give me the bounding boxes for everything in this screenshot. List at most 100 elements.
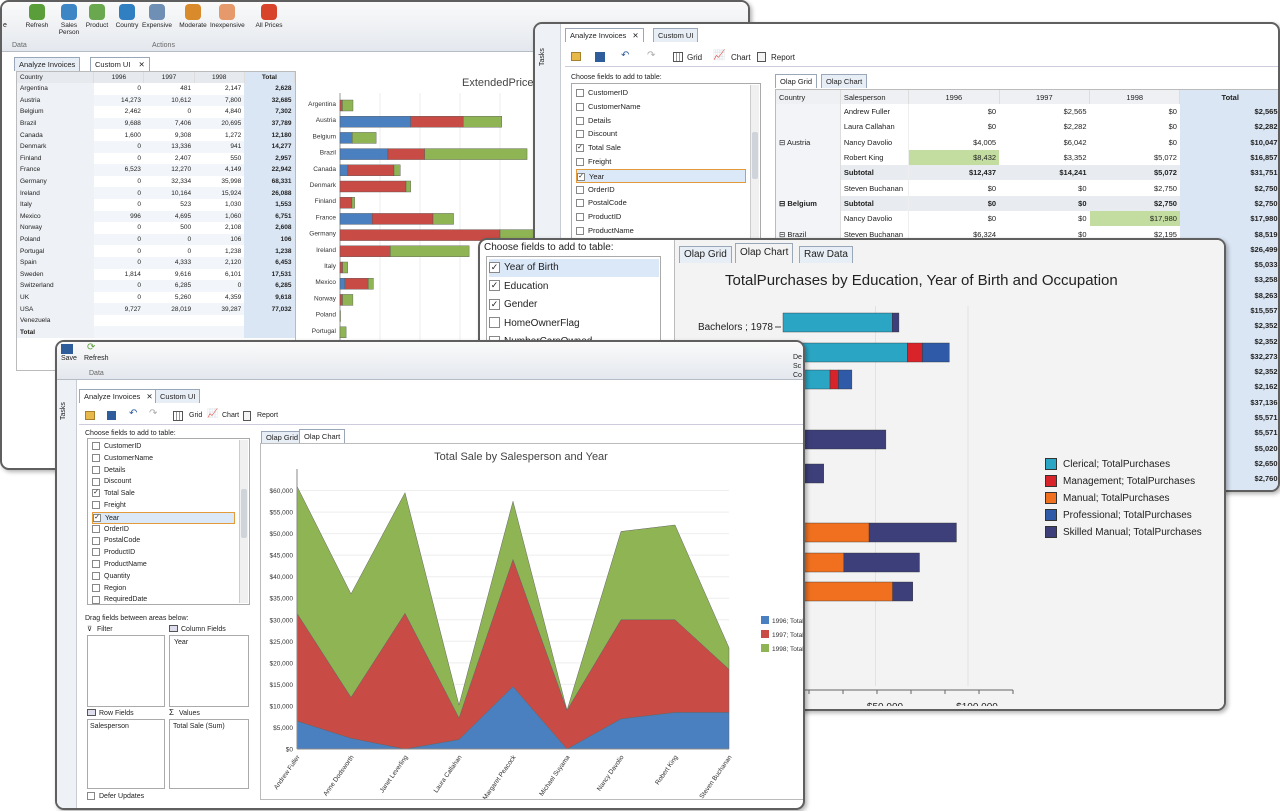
field-checkbox[interactable]: ✓ bbox=[489, 298, 500, 310]
field-item[interactable]: ProductName bbox=[92, 559, 235, 571]
field-checkbox[interactable] bbox=[92, 477, 100, 486]
field-item[interactable]: RequiredDate bbox=[92, 594, 235, 604]
refresh-icon[interactable]: ⟳ bbox=[87, 342, 96, 353]
field-checkbox[interactable]: ✓ bbox=[489, 261, 500, 273]
report-button[interactable]: Report bbox=[771, 53, 796, 62]
values-field[interactable]: Total Sale (Sum) bbox=[173, 723, 225, 730]
chart-icon[interactable]: 📈 bbox=[207, 408, 219, 418]
field-checkbox[interactable] bbox=[489, 317, 500, 329]
scrollbar[interactable] bbox=[239, 440, 248, 603]
scrollbar[interactable] bbox=[750, 85, 759, 241]
field-checkbox[interactable] bbox=[92, 595, 100, 604]
filter-area[interactable]: ⊽ Filter bbox=[87, 625, 165, 715]
field-item[interactable]: Quantity bbox=[92, 571, 235, 583]
field-item[interactable]: CustomerID bbox=[576, 86, 746, 100]
field-checkbox[interactable]: ✓ bbox=[92, 489, 100, 498]
field-item[interactable]: Details bbox=[576, 114, 746, 128]
field-checkbox[interactable] bbox=[92, 571, 100, 580]
field-item[interactable]: PostalCode bbox=[92, 535, 235, 547]
field-item[interactable]: NumberCarsOwned bbox=[489, 333, 659, 341]
tab-analyze-invoices[interactable]: Analyze Invoices ✕ bbox=[79, 389, 158, 403]
tab-custom-ui[interactable]: Custom UI bbox=[155, 389, 201, 403]
field-item[interactable]: CustomerName bbox=[576, 100, 746, 114]
grid-icon[interactable] bbox=[673, 52, 683, 62]
scrollbar-thumb[interactable] bbox=[241, 488, 247, 538]
redo-icon[interactable]: ↷ bbox=[149, 408, 158, 419]
field-item[interactable]: Details bbox=[92, 465, 235, 477]
ribbon-button-all-prices[interactable]: All Prices bbox=[252, 4, 286, 29]
chart-button[interactable]: Chart bbox=[731, 53, 751, 62]
subtab-olap-chart[interactable]: Olap Chart bbox=[299, 429, 346, 443]
column-header[interactable]: Total bbox=[1179, 90, 1278, 104]
ribbon-button-expensive[interactable]: Expensive bbox=[140, 4, 174, 29]
save-icon[interactable] bbox=[107, 411, 116, 420]
field-item[interactable]: Discount bbox=[576, 127, 746, 141]
column-drop[interactable]: Year bbox=[169, 635, 249, 707]
close-icon[interactable]: ✕ bbox=[138, 60, 145, 69]
column-header[interactable]: 1996 bbox=[93, 72, 145, 83]
tab-analyze-invoices[interactable]: Analyze Invoices ✕ bbox=[565, 28, 644, 42]
undo-icon[interactable]: ↶ bbox=[129, 408, 138, 419]
field-checkbox[interactable] bbox=[576, 102, 584, 111]
field-checkbox[interactable] bbox=[576, 227, 584, 236]
column-header[interactable]: Country bbox=[17, 72, 95, 83]
field-item[interactable]: OrderID bbox=[576, 183, 746, 197]
ribbon-button-sales-person[interactable]: Sales Person bbox=[52, 4, 86, 36]
refresh-button[interactable]: Refresh bbox=[84, 355, 109, 362]
field-item[interactable]: ✓ Total Sale bbox=[576, 141, 746, 155]
field-checkbox[interactable] bbox=[576, 185, 584, 194]
grid-button[interactable]: Grid bbox=[687, 53, 703, 62]
column-header[interactable]: Total bbox=[244, 72, 296, 83]
field-checkbox[interactable] bbox=[92, 524, 100, 533]
column-header[interactable]: Salesperson bbox=[840, 90, 910, 104]
field-item[interactable]: ✓ Year bbox=[92, 511, 235, 524]
column-header[interactable]: Country bbox=[776, 90, 841, 104]
tab-custom-ui[interactable]: Custom UI bbox=[653, 28, 699, 42]
close-icon[interactable]: ✕ bbox=[146, 392, 153, 401]
fields-list[interactable]: CustomerID CustomerName Details Discount ✓ To… bbox=[87, 438, 250, 605]
tab-analyze-invoices[interactable]: Analyze Invoices bbox=[14, 57, 81, 71]
field-item[interactable]: ProductID bbox=[576, 210, 746, 224]
defer-checkbox[interactable] bbox=[87, 792, 95, 800]
field-checkbox[interactable] bbox=[92, 442, 100, 451]
save-button[interactable]: Save bbox=[61, 355, 77, 362]
field-checkbox[interactable] bbox=[576, 199, 584, 208]
field-checkbox[interactable] bbox=[92, 453, 100, 462]
chart-button[interactable]: Chart bbox=[222, 412, 240, 419]
field-item[interactable]: CustomerID bbox=[92, 441, 235, 453]
redo-icon[interactable]: ↷ bbox=[647, 50, 656, 61]
column-header[interactable]: 1996 bbox=[908, 90, 1000, 104]
column-area[interactable]: Column Fields Year bbox=[169, 625, 249, 715]
field-item[interactable]: Discount bbox=[92, 476, 235, 488]
field-item[interactable]: HomeOwnerFlag bbox=[489, 315, 659, 333]
open-icon[interactable] bbox=[85, 411, 95, 420]
defer-updates[interactable]: Defer Updates bbox=[87, 792, 144, 800]
grid-button[interactable]: Grid bbox=[189, 412, 203, 419]
tab-custom-ui[interactable]: Custom UI ✕ bbox=[90, 57, 150, 71]
field-item[interactable]: Freight bbox=[576, 155, 746, 169]
save-icon[interactable] bbox=[61, 344, 73, 354]
ribbon-button-inexpensive[interactable]: Inexpensive bbox=[210, 4, 245, 29]
field-item[interactable]: Region bbox=[92, 583, 235, 595]
field-checkbox[interactable] bbox=[576, 213, 584, 222]
field-item[interactable]: PostalCode bbox=[576, 196, 746, 210]
row-area[interactable]: Row Fields Salesperson bbox=[87, 709, 165, 789]
tasks-sidebar[interactable]: Tasks bbox=[57, 380, 77, 808]
field-checkbox[interactable] bbox=[92, 501, 100, 510]
field-checkbox[interactable] bbox=[576, 116, 584, 125]
field-item[interactable]: ProductName bbox=[576, 224, 746, 238]
report-button[interactable]: Report bbox=[257, 412, 279, 419]
field-checkbox[interactable]: ✓ bbox=[577, 172, 585, 181]
values-drop[interactable]: Total Sale (Sum) bbox=[169, 719, 249, 789]
fields-list[interactable]: ✓ Year of Birth ✓ Education ✓ Gender HomeOwner… bbox=[486, 256, 661, 342]
row-field[interactable]: Salesperson bbox=[90, 723, 129, 730]
column-field[interactable]: Year bbox=[174, 639, 189, 646]
tab-olap-chart[interactable]: Olap Chart bbox=[735, 243, 794, 263]
field-checkbox[interactable] bbox=[92, 583, 100, 592]
field-item[interactable]: ✓ Total Sale bbox=[92, 488, 235, 500]
filter-drop[interactable] bbox=[87, 635, 165, 707]
ribbon-button-moderate[interactable]: Moderate bbox=[176, 4, 210, 29]
grid-icon[interactable] bbox=[173, 411, 183, 421]
report-icon[interactable] bbox=[757, 52, 766, 62]
ribbon-button-refresh[interactable]: Refresh bbox=[20, 4, 54, 29]
